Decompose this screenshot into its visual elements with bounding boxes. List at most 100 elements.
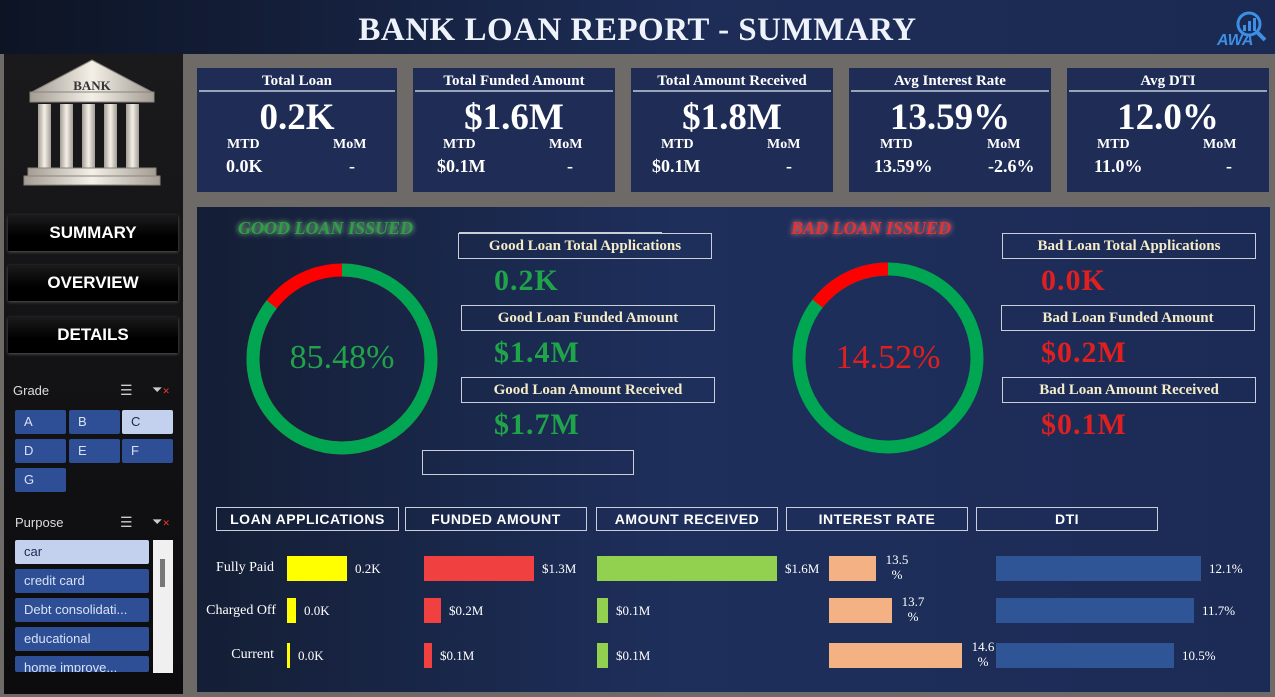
mtd-value: $0.1M xyxy=(437,156,486,176)
mtd-label: MTD xyxy=(1097,137,1130,152)
bad-loan-applications-value: 0.0K xyxy=(1041,264,1106,297)
bar-value-label: $1.3M xyxy=(542,561,577,576)
purpose-option-home-improvement[interactable]: home improve... xyxy=(15,656,149,672)
mom-label: MoM xyxy=(767,137,801,152)
bar-funded-current[interactable] xyxy=(424,643,432,668)
bar-value-label: 13.5 % xyxy=(885,552,909,582)
mom-value: - xyxy=(349,156,355,176)
bar-value-label: $0.1M xyxy=(440,648,475,663)
bank-building-icon: BANK xyxy=(22,58,162,198)
bar-interest-rate-current[interactable] xyxy=(829,643,962,668)
bar-applications-current[interactable] xyxy=(287,643,290,668)
scrollbar-thumb[interactable] xyxy=(160,559,165,587)
clear-filter-icon[interactable]: ⏷✕ xyxy=(152,382,170,397)
grade-option-f[interactable]: F xyxy=(122,439,173,463)
kpi-value: 13.59% xyxy=(889,97,1011,138)
bad-loan-donut xyxy=(792,262,984,454)
grade-option-a[interactable]: A xyxy=(15,410,66,434)
bar-funded-fully-paid[interactable] xyxy=(424,556,534,581)
mtd-label: MTD xyxy=(443,137,476,152)
kpi-avg-interest-rate: Avg Interest Rate 13.59% MTD MoM 13.59% … xyxy=(849,68,1051,192)
bar-dti-fully-paid[interactable] xyxy=(996,556,1201,581)
divider xyxy=(459,232,662,233)
bar-received-fully-paid[interactable] xyxy=(597,556,777,581)
page-title: BANK LOAN REPORT - SUMMARY xyxy=(358,12,917,48)
logo-text: AWA xyxy=(1217,32,1254,49)
bar-value-label: $0.2M xyxy=(449,603,484,618)
good-loan-funded-value: $1.4M xyxy=(494,336,580,369)
kpi-avg-dti: Avg DTI 12.0% MTD MoM 11.0% - xyxy=(1067,68,1269,192)
grade-option-e[interactable]: E xyxy=(69,439,120,463)
donut-good-arc xyxy=(246,263,438,455)
multi-select-icon[interactable]: ☰ xyxy=(120,514,133,530)
row-label-current: Current xyxy=(231,647,274,662)
col-header-amount-received: AMOUNT RECEIVED xyxy=(596,507,778,531)
bar-value-label: 12.1% xyxy=(1209,561,1243,576)
clear-filter-icon[interactable]: ⏷✕ xyxy=(152,514,170,529)
mom-value: - xyxy=(786,156,792,176)
mom-label: MoM xyxy=(1203,137,1237,152)
mtd-value: 13.59% xyxy=(874,156,933,176)
good-loan-received-value: $1.7M xyxy=(494,408,580,441)
row-label-fully-paid: Fully Paid xyxy=(216,560,274,575)
bar-received-current[interactable] xyxy=(597,643,608,668)
bar-value-label: $0.1M xyxy=(616,648,651,663)
col-header-interest-rate: INTEREST RATE xyxy=(786,507,968,531)
bar-received-charged-off[interactable] xyxy=(597,598,608,623)
bad-loan-received-label: Bad Loan Amount Received xyxy=(1002,377,1256,403)
purpose-scrollbar[interactable] xyxy=(153,540,173,673)
grade-option-d[interactable]: D xyxy=(15,439,66,463)
kpi-title: Total Funded Amount xyxy=(443,73,585,89)
purpose-option-educational[interactable]: educational xyxy=(15,627,149,651)
purpose-option-credit-card[interactable]: credit card xyxy=(15,569,149,593)
good-loan-donut xyxy=(246,263,438,455)
good-loan-title: GOOD LOAN ISSUED xyxy=(238,218,414,238)
bar-applications-charged-off[interactable] xyxy=(287,598,296,623)
donut-bad-arc xyxy=(792,262,984,454)
bad-loan-percent: 14.52% xyxy=(835,339,941,376)
grade-option-b[interactable]: B xyxy=(69,410,120,434)
grade-option-g[interactable]: G xyxy=(15,468,66,492)
mtd-value: 11.0% xyxy=(1094,156,1143,176)
bar-dti-current[interactable] xyxy=(996,643,1174,668)
mtd-label: MTD xyxy=(661,137,694,152)
divider xyxy=(851,90,1049,92)
multi-select-icon[interactable]: ☰ xyxy=(120,382,133,398)
nav-summary-button[interactable]: SUMMARY xyxy=(8,215,178,251)
bar-interest-rate-fully-paid[interactable] xyxy=(829,556,876,581)
divider xyxy=(415,90,613,92)
mtd-value: $0.1M xyxy=(652,156,701,176)
mom-value: - xyxy=(1226,156,1232,176)
kpi-title: Total Loan xyxy=(262,73,332,89)
bank-label: BANK xyxy=(73,78,111,93)
kpi-title: Total Amount Received xyxy=(657,73,807,89)
nav-details-button[interactable]: DETAILS xyxy=(8,317,178,353)
bar-value-label: 0.2K xyxy=(355,561,381,576)
mtd-label: MTD xyxy=(227,137,260,152)
mom-label: MoM xyxy=(987,137,1021,152)
mom-label: MoM xyxy=(549,137,583,152)
bar-value-label: $0.1M xyxy=(616,603,651,618)
nav-overview-button[interactable]: OVERVIEW xyxy=(8,265,178,301)
purpose-option-car[interactable]: car xyxy=(15,540,149,564)
grade-slicer-title: Grade xyxy=(13,383,50,398)
divider xyxy=(633,90,831,92)
kpi-total-funded-amount: Total Funded Amount $1.6M MTD MoM $0.1M … xyxy=(413,68,615,192)
bar-funded-charged-off[interactable] xyxy=(424,598,441,623)
mom-value: - xyxy=(567,156,573,176)
kpi-title: Avg DTI xyxy=(1140,73,1196,89)
kpi-value: $1.8M xyxy=(682,97,782,138)
bar-applications-fully-paid[interactable] xyxy=(287,556,347,581)
bar-value-label: 13.7 % xyxy=(901,594,925,624)
col-header-dti: DTI xyxy=(976,507,1158,531)
grade-option-c[interactable]: C xyxy=(122,410,173,434)
bad-loan-received-value: $0.1M xyxy=(1041,408,1127,441)
mom-value: -2.6% xyxy=(988,156,1035,176)
kpi-total-amount-received: Total Amount Received $1.8M MTD MoM $0.1… xyxy=(631,68,833,192)
purpose-option-debt-consolidation[interactable]: Debt consolidati... xyxy=(15,598,149,622)
good-loan-applications-value: 0.2K xyxy=(494,264,559,297)
bar-interest-rate-charged-off[interactable] xyxy=(829,598,892,623)
bar-value-label: 0.0K xyxy=(298,648,324,663)
bar-dti-charged-off[interactable] xyxy=(996,598,1194,623)
col-header-funded-amount: FUNDED AMOUNT xyxy=(405,507,587,531)
